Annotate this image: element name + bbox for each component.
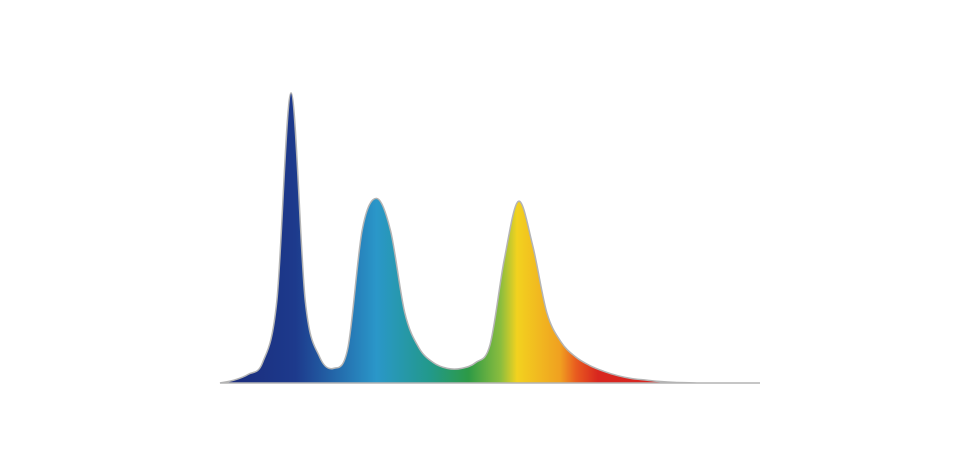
spectrum-area bbox=[219, 92, 760, 384]
peak-markers bbox=[289, 88, 520, 203]
peak-point-1 bbox=[289, 88, 293, 92]
